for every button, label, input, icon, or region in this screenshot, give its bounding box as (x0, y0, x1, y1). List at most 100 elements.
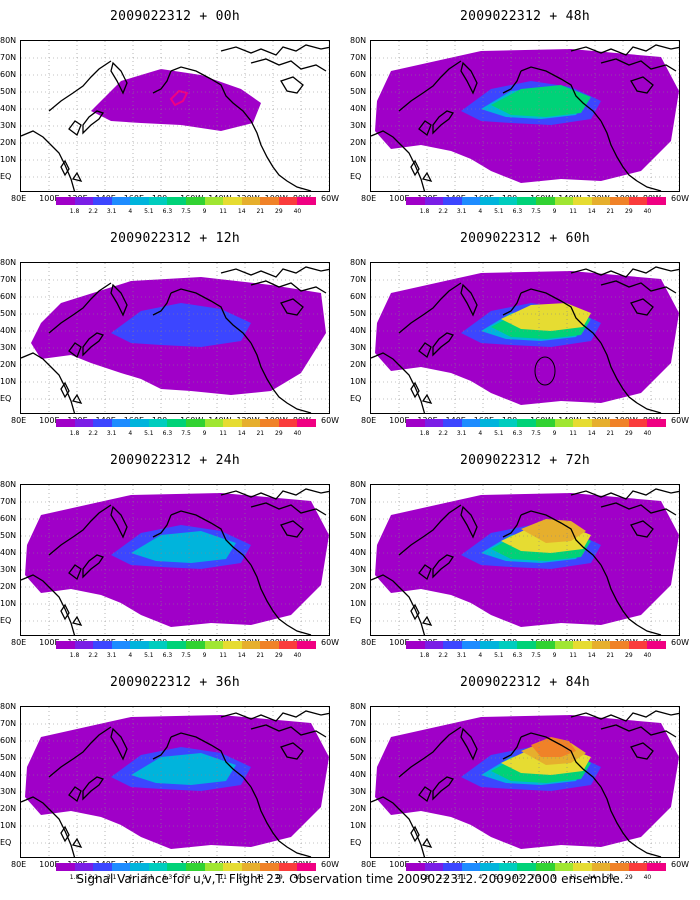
colorbar-label: 1.8 (69, 430, 80, 437)
colorbar-swatch (167, 419, 186, 427)
coastline (410, 381, 420, 399)
colorbar-swatch (148, 419, 168, 427)
colorbar-label: 21 (256, 430, 265, 437)
colorbar-label: 6.3 (512, 430, 523, 437)
coastline (152, 736, 172, 760)
colorbar-swatch (148, 197, 168, 205)
latitude-label: 60N (0, 70, 17, 79)
colorbar-swatch (204, 419, 224, 427)
coastline (280, 76, 304, 94)
colorbar-swatch (461, 197, 481, 205)
longitude-label: 60W (671, 194, 690, 203)
latitude-label: 70N (350, 275, 367, 284)
coastline (410, 603, 420, 621)
coastline (48, 282, 112, 334)
colorbar-labels: 1.8 2.2 3.1 4 5.1 6.3 7.5 9 11 14 21 29 40 (56, 652, 316, 662)
colorbar-swatch (223, 863, 242, 871)
coastline (371, 574, 426, 635)
coastline (152, 70, 172, 94)
colorbar-swatch (297, 863, 316, 871)
latitude-label: 10N (0, 155, 17, 164)
colorbar-label: 14 (237, 430, 246, 437)
coastline (502, 70, 522, 94)
colorbar-swatch (130, 863, 149, 871)
colorbar (406, 197, 666, 205)
colorbar-label: 14 (587, 430, 596, 437)
colorbar-swatch (406, 641, 425, 649)
coastline (600, 120, 662, 191)
observation-track (169, 89, 189, 107)
latitude-label: 80N (0, 702, 17, 711)
colorbar-label: 4 (478, 208, 483, 215)
longitude-label: 100E (39, 194, 60, 203)
colorbar-label: 4 (478, 874, 483, 881)
colorbar-label: 4 (128, 430, 133, 437)
colorbar-label: 7.5 (181, 430, 191, 437)
coastline (68, 786, 82, 803)
latitude-label: 40N (350, 104, 367, 113)
colorbar-swatch (647, 863, 666, 871)
colorbar-swatch (517, 419, 536, 427)
colorbar-label: 11 (569, 874, 577, 881)
colorbar-swatch (535, 863, 555, 871)
coastline (398, 60, 462, 112)
coastline (48, 60, 112, 112)
longitude-label: 80E (11, 860, 27, 869)
colorbar-swatch (297, 419, 316, 427)
longitude-label: 100E (389, 416, 410, 425)
colorbar-label: 21 (606, 652, 615, 659)
colorbar-swatch (56, 863, 75, 871)
variance-contour-fill (91, 69, 261, 131)
forecast-map-panel: 2009022312 + 60h 80N 70N 60N 50N 40N 30N 20N 10N… (350, 222, 700, 444)
colorbar-swatch (56, 641, 75, 649)
longitude-label: 60W (671, 860, 690, 869)
longitude-label: 100E (39, 860, 60, 869)
coastline (48, 504, 112, 556)
figure-caption: Signal Variance for u,v,T. Flight 23. Ob… (76, 872, 624, 886)
colorbar-label: 2.2 (88, 208, 98, 215)
latitude-label: 20N (0, 138, 17, 147)
colorbar-label: 4 (128, 208, 133, 215)
latitude-label: 20N (0, 804, 17, 813)
latitude-label: 40N (350, 770, 367, 779)
colorbar-label: 21 (256, 874, 265, 881)
longitude-label: 60W (321, 194, 340, 203)
colorbar-swatch (498, 863, 518, 871)
coastline (371, 796, 426, 857)
colorbar-swatch (554, 197, 574, 205)
colorbar-label: 11 (569, 652, 577, 659)
colorbar-swatch (591, 641, 611, 649)
latitude-label: 50N (0, 87, 17, 96)
coastline (60, 159, 70, 177)
colorbar-swatch (223, 641, 242, 649)
coastline (152, 514, 172, 538)
colorbar-swatch (535, 419, 555, 427)
coastline (68, 564, 82, 581)
colorbar (56, 419, 316, 427)
colorbar-swatch (260, 419, 279, 427)
latitude-label: EQ (350, 172, 362, 181)
coastline (432, 776, 455, 801)
latitude-label: 60N (350, 70, 367, 79)
colorbar-label: 21 (606, 874, 615, 881)
colorbar-label: 3.1 (106, 430, 117, 437)
latitude-label: 70N (0, 53, 17, 62)
coastline (250, 564, 312, 635)
forecast-map-panel: 2009022312 + 24h 80N 70N 60N 50N 40N 30N 20N 10N… (0, 444, 350, 666)
latitude-label: 70N (0, 275, 17, 284)
coastline (630, 298, 654, 316)
variance-map (370, 40, 680, 192)
coastline (600, 564, 662, 635)
latitude-label: 30N (350, 121, 367, 130)
colorbar-label: 29 (625, 430, 633, 437)
coastline (60, 603, 70, 621)
colorbar-label: 29 (275, 652, 283, 659)
colorbar-swatch (241, 863, 261, 871)
colorbar-label: 14 (587, 652, 596, 659)
coastline (220, 266, 329, 278)
colorbar (56, 641, 316, 649)
colorbar-swatch (610, 197, 629, 205)
coastline (82, 554, 105, 579)
colorbar-label: 14 (237, 208, 246, 215)
colorbar-swatch (573, 863, 592, 871)
